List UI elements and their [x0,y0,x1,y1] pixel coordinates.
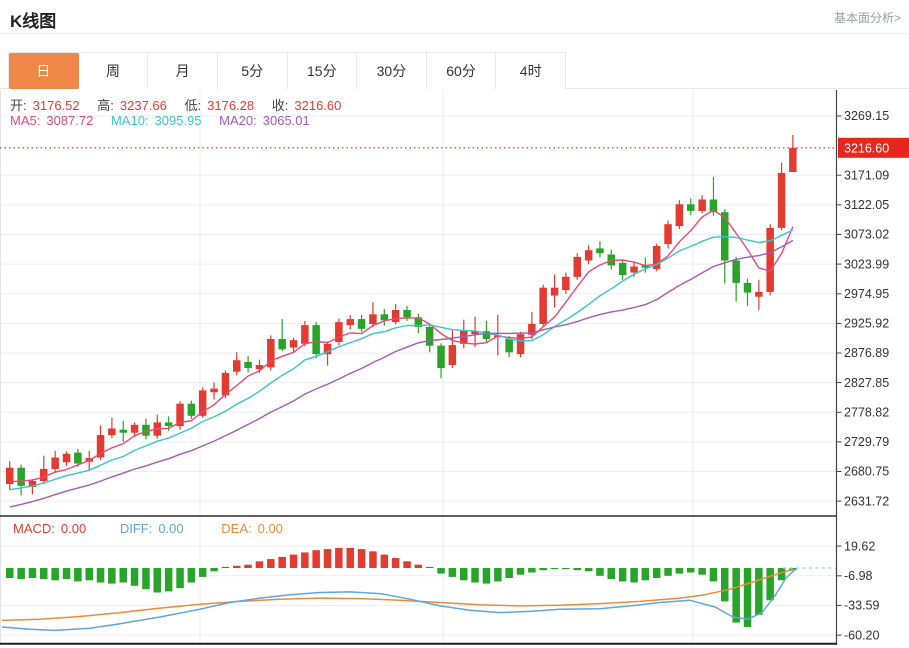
period-tabs: 日周月 5分 15分 30分 60分 4时 [8,52,566,89]
tab-周[interactable]: 周 [78,53,149,89]
svg-text:3216.60: 3216.60 [844,141,889,155]
svg-text:3171.09: 3171.09 [844,168,889,182]
tab-5分[interactable]: 5分 [217,53,288,89]
page-title: K线图 [10,12,57,31]
svg-text:2974.95: 2974.95 [844,287,889,301]
main-chart-svg[interactable]: 3269.15 3171.09 3122.05 3073.02 3023.99 2974.… [0,90,909,517]
period-tabbar: 日周月 5分 15分 30分 60分 4时 [0,52,909,89]
fundamental-analysis-link[interactable]: 基本面分析> [833,11,901,25]
svg-text:2925.92: 2925.92 [844,317,889,331]
chart-area[interactable]: 3269.15 3171.09 3122.05 3073.02 3023.99 2974.… [0,90,909,645]
svg-text:2827.85: 2827.85 [844,376,889,390]
svg-text:3023.99: 3023.99 [844,257,889,271]
svg-text:2631.72: 2631.72 [844,494,889,508]
page-header: K线图 基本面分析> [0,0,909,34]
svg-text:2680.75: 2680.75 [844,465,889,479]
tab-60分[interactable]: 60分 [426,53,497,89]
svg-text:2729.79: 2729.79 [844,435,889,449]
svg-text:2876.89: 2876.89 [844,346,889,360]
svg-text:19.62: 19.62 [844,539,875,553]
svg-text:-33.59: -33.59 [844,599,879,613]
tab-月[interactable]: 月 [148,53,218,89]
svg-text:3073.02: 3073.02 [844,228,889,242]
svg-text:-60.20: -60.20 [844,628,879,642]
tab-日[interactable]: 日 [9,53,79,89]
macd-chart-svg[interactable]: 19.62 -6.98 -33.59 -60.20 [0,517,909,645]
svg-text:2778.82: 2778.82 [844,406,889,420]
tab-4时[interactable]: 4时 [496,53,566,89]
svg-text:3269.15: 3269.15 [844,109,889,123]
tab-15分[interactable]: 15分 [287,53,358,89]
svg-text:3122.05: 3122.05 [844,198,889,212]
tab-30分[interactable]: 30分 [357,53,427,89]
svg-text:-6.98: -6.98 [844,569,873,583]
